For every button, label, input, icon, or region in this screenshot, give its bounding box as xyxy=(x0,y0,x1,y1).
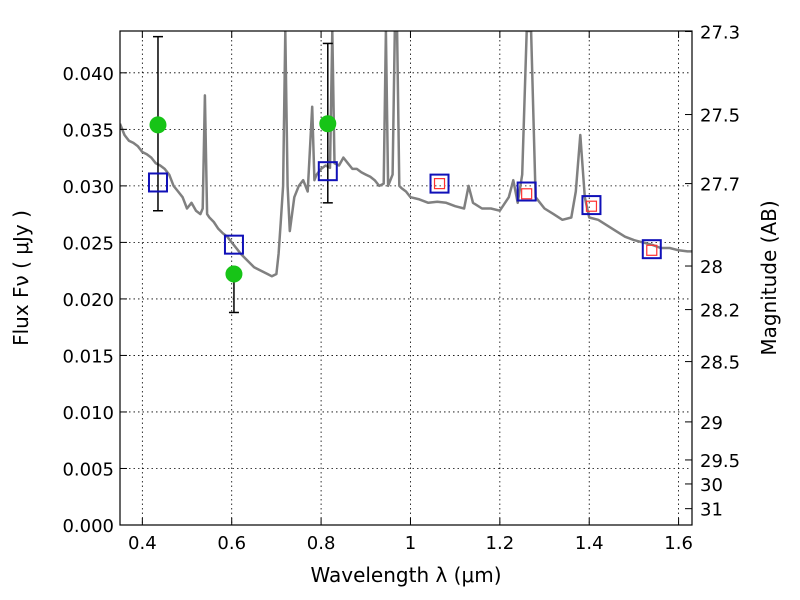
y2-tick-label: 27.5 xyxy=(700,106,740,127)
y-tick-label: 0.040 xyxy=(62,64,114,85)
model-square-point xyxy=(516,181,537,202)
y2-tick-label: 28 xyxy=(700,257,723,278)
model-square-point xyxy=(223,234,244,255)
x-tick-label: 1.6 xyxy=(664,533,693,554)
observed-point xyxy=(149,116,167,134)
model-square-point xyxy=(147,172,168,193)
y-axis-label: Flux Fν ( μJy ) xyxy=(9,210,33,346)
upper-limit-square-point xyxy=(433,178,446,190)
y-tick-label: 0.035 xyxy=(62,120,114,141)
y2-axis-label: Magnitude (AB) xyxy=(757,200,781,355)
y2-tick-label: 28.5 xyxy=(700,353,740,374)
axis-ticks: 0.4 0.6 0.8 1 1.2 1.4 1.6 0.000 0.005 0.010 0.015 0… xyxy=(62,23,740,554)
y2-tick-label: 30 xyxy=(700,475,723,496)
y2-tick-label: 27.3 xyxy=(700,23,740,44)
model-square-point xyxy=(581,195,602,216)
x-tick-label: 1.4 xyxy=(575,533,604,554)
y-tick-label: 0.000 xyxy=(62,516,114,537)
y2-tick-label: 28.2 xyxy=(700,301,740,322)
plot-data xyxy=(120,31,692,314)
x-tick-label: 0.4 xyxy=(128,533,157,554)
y-tick-label: 0.030 xyxy=(62,177,114,198)
model-square-point xyxy=(641,239,662,260)
model-square-point xyxy=(317,161,338,182)
x-tick-label: 0.8 xyxy=(307,533,336,554)
y2-tick-label: 29 xyxy=(700,413,723,434)
plot-frame xyxy=(119,30,693,526)
y2-tick-label: 27.7 xyxy=(700,175,740,196)
x-axis-label: Wavelength λ (μm) xyxy=(310,563,501,587)
x-tick-label: 1 xyxy=(405,533,416,554)
upper-limit-square-point xyxy=(646,244,658,256)
y-tick-label: 0.020 xyxy=(62,290,114,311)
observed-point xyxy=(319,115,337,133)
spectrum-line xyxy=(120,31,692,278)
y-tick-label: 0.015 xyxy=(62,346,114,367)
x-tick-label: 1.2 xyxy=(486,533,515,554)
upper-limit-square-point xyxy=(521,188,533,200)
y2-tick-label: 31 xyxy=(700,500,723,521)
observed-point xyxy=(225,265,243,283)
upper-limit-square-point xyxy=(585,200,598,212)
y-tick-label: 0.025 xyxy=(62,233,114,254)
model-square-point xyxy=(429,173,450,194)
y2-tick-label: 29.5 xyxy=(700,451,740,472)
x-tick-label: 0.6 xyxy=(217,533,246,554)
y-tick-label: 0.010 xyxy=(62,403,114,424)
y-tick-label: 0.005 xyxy=(62,459,114,480)
